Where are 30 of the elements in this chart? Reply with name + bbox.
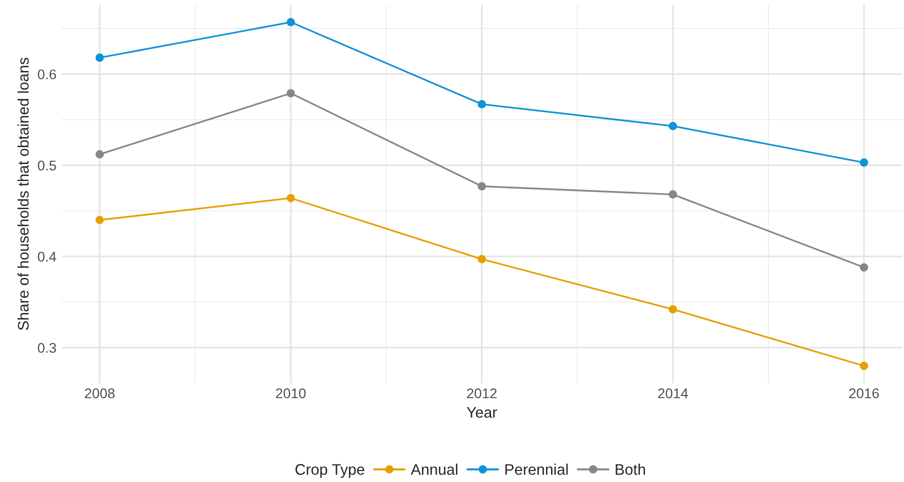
point — [860, 263, 868, 272]
point — [478, 100, 486, 108]
point — [668, 305, 678, 314]
x-tick-label: 2012 — [467, 388, 497, 398]
point — [668, 122, 678, 130]
y-tick-label: 0.5 — [38, 160, 56, 170]
y-tick-label: 0.6 — [38, 69, 56, 80]
point — [286, 18, 295, 26]
point — [478, 182, 486, 190]
y-tick-label: 0.4 — [38, 252, 56, 262]
legend-label: Both — [616, 464, 645, 475]
point — [96, 150, 104, 159]
y-tick-label: 0.3 — [38, 342, 56, 353]
point — [668, 190, 678, 199]
legend-label: Perennial — [505, 464, 568, 475]
point — [286, 194, 295, 202]
x-axis-title: Year — [466, 407, 498, 418]
x-tick-label: 2010 — [276, 388, 306, 398]
x-tick-label: 2014 — [658, 388, 688, 398]
point — [96, 216, 104, 224]
point — [96, 54, 104, 62]
point — [286, 89, 295, 98]
point — [860, 158, 868, 167]
x-tick-label: 2016 — [849, 388, 879, 398]
y-axis-title: Share of households that obtained loans — [18, 58, 29, 330]
legend-label: Annual — [410, 464, 458, 475]
x-tick-label: 2008 — [84, 388, 115, 398]
legend-title: Crop Type — [295, 464, 364, 478]
point — [860, 362, 868, 370]
point — [478, 255, 486, 264]
